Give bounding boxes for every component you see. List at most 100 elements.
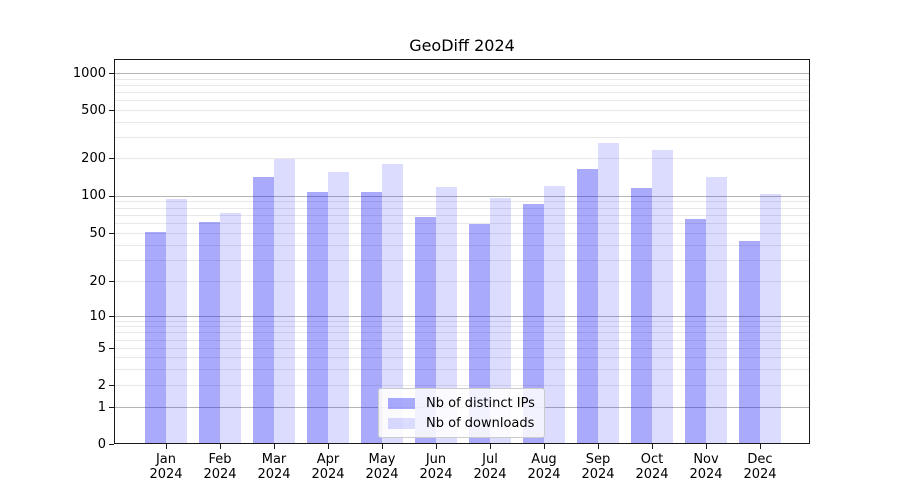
- gridline-minor-200: [115, 158, 809, 159]
- y-tick-mark-20: [109, 281, 114, 282]
- x-tick-year: 2024: [311, 467, 345, 482]
- y-tick-mark-1: [109, 407, 114, 408]
- y-tick-label-200: 200: [81, 150, 106, 166]
- x-tick-year: 2024: [635, 467, 669, 482]
- gridline-minor-400: [115, 122, 809, 123]
- x-tick-month: Apr: [316, 452, 340, 467]
- legend-item-downloads: Nb of downloads: [388, 415, 535, 431]
- gridline-minor-8: [115, 326, 809, 327]
- gridline-minor-2: [115, 385, 809, 386]
- y-tick-label-1: 1: [97, 399, 106, 415]
- y-tick-label-0: 0: [97, 436, 106, 452]
- x-tick-month: May: [368, 452, 396, 467]
- x-tick-month: Oct: [640, 452, 664, 467]
- x-tick-label-dec: Dec 2024: [730, 452, 790, 482]
- x-tick-year: 2024: [257, 467, 291, 482]
- x-tick-year: 2024: [365, 467, 399, 482]
- legend-label-distinct-ips: Nb of distinct IPs: [426, 395, 535, 411]
- y-tick-label-5: 5: [97, 340, 106, 356]
- gridline-minor-3: [115, 369, 809, 370]
- gridline-minor-9: [115, 321, 809, 322]
- bar-downloads-jul: [490, 197, 511, 444]
- x-tick-month: Nov: [693, 452, 719, 467]
- bar-distinct-ips-jan: [145, 231, 166, 444]
- x-tick-label-jun: Jun 2024: [406, 452, 466, 482]
- x-tick-year: 2024: [743, 467, 777, 482]
- x-tick-label-apr: Apr 2024: [298, 452, 358, 482]
- x-tick-label-jul: Jul 2024: [460, 452, 520, 482]
- bar-distinct-ips-apr: [307, 192, 328, 444]
- x-tick-month: Jun: [425, 452, 447, 467]
- gridline-major-100: [115, 196, 809, 197]
- y-tick-label-50: 50: [89, 225, 106, 241]
- bar-downloads-aug: [544, 185, 565, 444]
- bar-distinct-ips-may: [361, 191, 382, 444]
- bar-distinct-ips-oct: [631, 187, 652, 444]
- bar-distinct-ips-dec: [739, 240, 760, 444]
- x-tick-month: Feb: [208, 452, 232, 467]
- gridline-minor-20: [115, 281, 809, 282]
- bar-downloads-feb: [220, 213, 241, 444]
- bar-distinct-ips-sep: [577, 169, 598, 444]
- x-tick-month: Aug: [531, 452, 557, 467]
- legend-label-downloads: Nb of downloads: [426, 415, 535, 431]
- bar-downloads-nov: [706, 176, 727, 444]
- x-tick-year: 2024: [689, 467, 723, 482]
- y-tick-label-10: 10: [89, 308, 106, 324]
- y-tick-label-2: 2: [97, 377, 106, 393]
- y-tick-mark-200: [109, 158, 114, 159]
- y-tick-mark-500: [109, 110, 114, 111]
- gridline-minor-300: [115, 137, 809, 138]
- x-tick-mark-jun: [436, 444, 437, 449]
- x-tick-mark-dec: [760, 444, 761, 449]
- gridline-minor-500: [115, 110, 809, 111]
- gridline-minor-600: [115, 100, 809, 101]
- bar-downloads-jun: [436, 187, 457, 444]
- bar-distinct-ips-feb: [199, 222, 220, 444]
- gridline-minor-70: [115, 215, 809, 216]
- legend-swatch-distinct-ips: [388, 397, 415, 409]
- x-tick-mark-jan: [166, 444, 167, 449]
- gridline-minor-5: [115, 348, 809, 349]
- y-tick-mark-5: [109, 348, 114, 349]
- bar-downloads-jan: [166, 199, 187, 444]
- y-tick-mark-100: [109, 196, 114, 197]
- x-tick-mark-mar: [274, 444, 275, 449]
- legend-swatch-downloads: [388, 417, 415, 429]
- y-tick-mark-1000: [109, 73, 114, 74]
- y-tick-mark-50: [109, 233, 114, 234]
- x-tick-label-aug: Aug 2024: [514, 452, 574, 482]
- x-tick-mark-nov: [706, 444, 707, 449]
- x-tick-mark-jul: [490, 444, 491, 449]
- x-tick-year: 2024: [203, 467, 237, 482]
- x-tick-label-feb: Feb 2024: [190, 452, 250, 482]
- x-tick-mark-may: [382, 444, 383, 449]
- x-tick-month: Jul: [482, 452, 498, 467]
- gridline-minor-6: [115, 340, 809, 341]
- bar-distinct-ips-nov: [685, 218, 706, 444]
- x-tick-mark-sep: [598, 444, 599, 449]
- chart-title: GeoDiff 2024: [409, 36, 515, 55]
- x-tick-label-may: May 2024: [352, 452, 412, 482]
- y-tick-mark-2: [109, 385, 114, 386]
- gridline-major-10: [115, 316, 809, 317]
- x-tick-mark-feb: [220, 444, 221, 449]
- legend: Nb of distinct IPs Nb of downloads: [378, 388, 545, 438]
- gridline-minor-800: [115, 85, 809, 86]
- y-tick-label-500: 500: [81, 102, 106, 118]
- bar-distinct-ips-jun: [415, 217, 436, 444]
- gridline-minor-90: [115, 201, 809, 202]
- gridline-minor-40: [115, 245, 809, 246]
- gridline-minor-30: [115, 260, 809, 261]
- y-tick-mark-0: [109, 444, 114, 445]
- x-tick-year: 2024: [473, 467, 507, 482]
- bar-downloads-apr: [328, 171, 349, 444]
- x-tick-mark-oct: [652, 444, 653, 449]
- x-tick-label-sep: Sep 2024: [568, 452, 628, 482]
- gridline-minor-900: [115, 79, 809, 80]
- legend-item-distinct-ips: Nb of distinct IPs: [388, 395, 535, 411]
- gridline-minor-700: [115, 92, 809, 93]
- x-tick-year: 2024: [149, 467, 183, 482]
- y-tick-mark-10: [109, 316, 114, 317]
- gridline-minor-7: [115, 332, 809, 333]
